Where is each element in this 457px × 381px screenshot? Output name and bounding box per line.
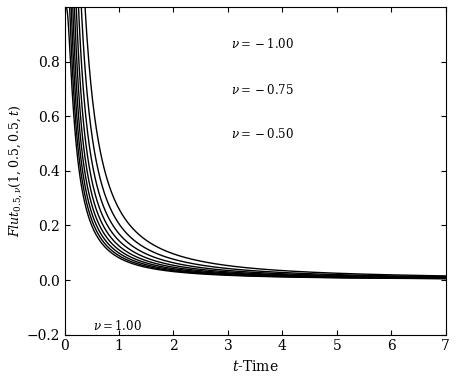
Y-axis label: $Flut_{0.5,\nu}(1,0.5,0.5,t)$: $Flut_{0.5,\nu}(1,0.5,0.5,t)$ [7, 104, 24, 237]
Text: $\nu = 1.00$: $\nu = 1.00$ [93, 319, 142, 333]
Text: $\nu = -0.50$: $\nu = -0.50$ [231, 127, 294, 141]
X-axis label: $t$-Time: $t$-Time [232, 359, 278, 374]
Text: $\nu = -1.00$: $\nu = -1.00$ [231, 37, 294, 51]
Text: $\nu = -0.75$: $\nu = -0.75$ [231, 83, 294, 97]
